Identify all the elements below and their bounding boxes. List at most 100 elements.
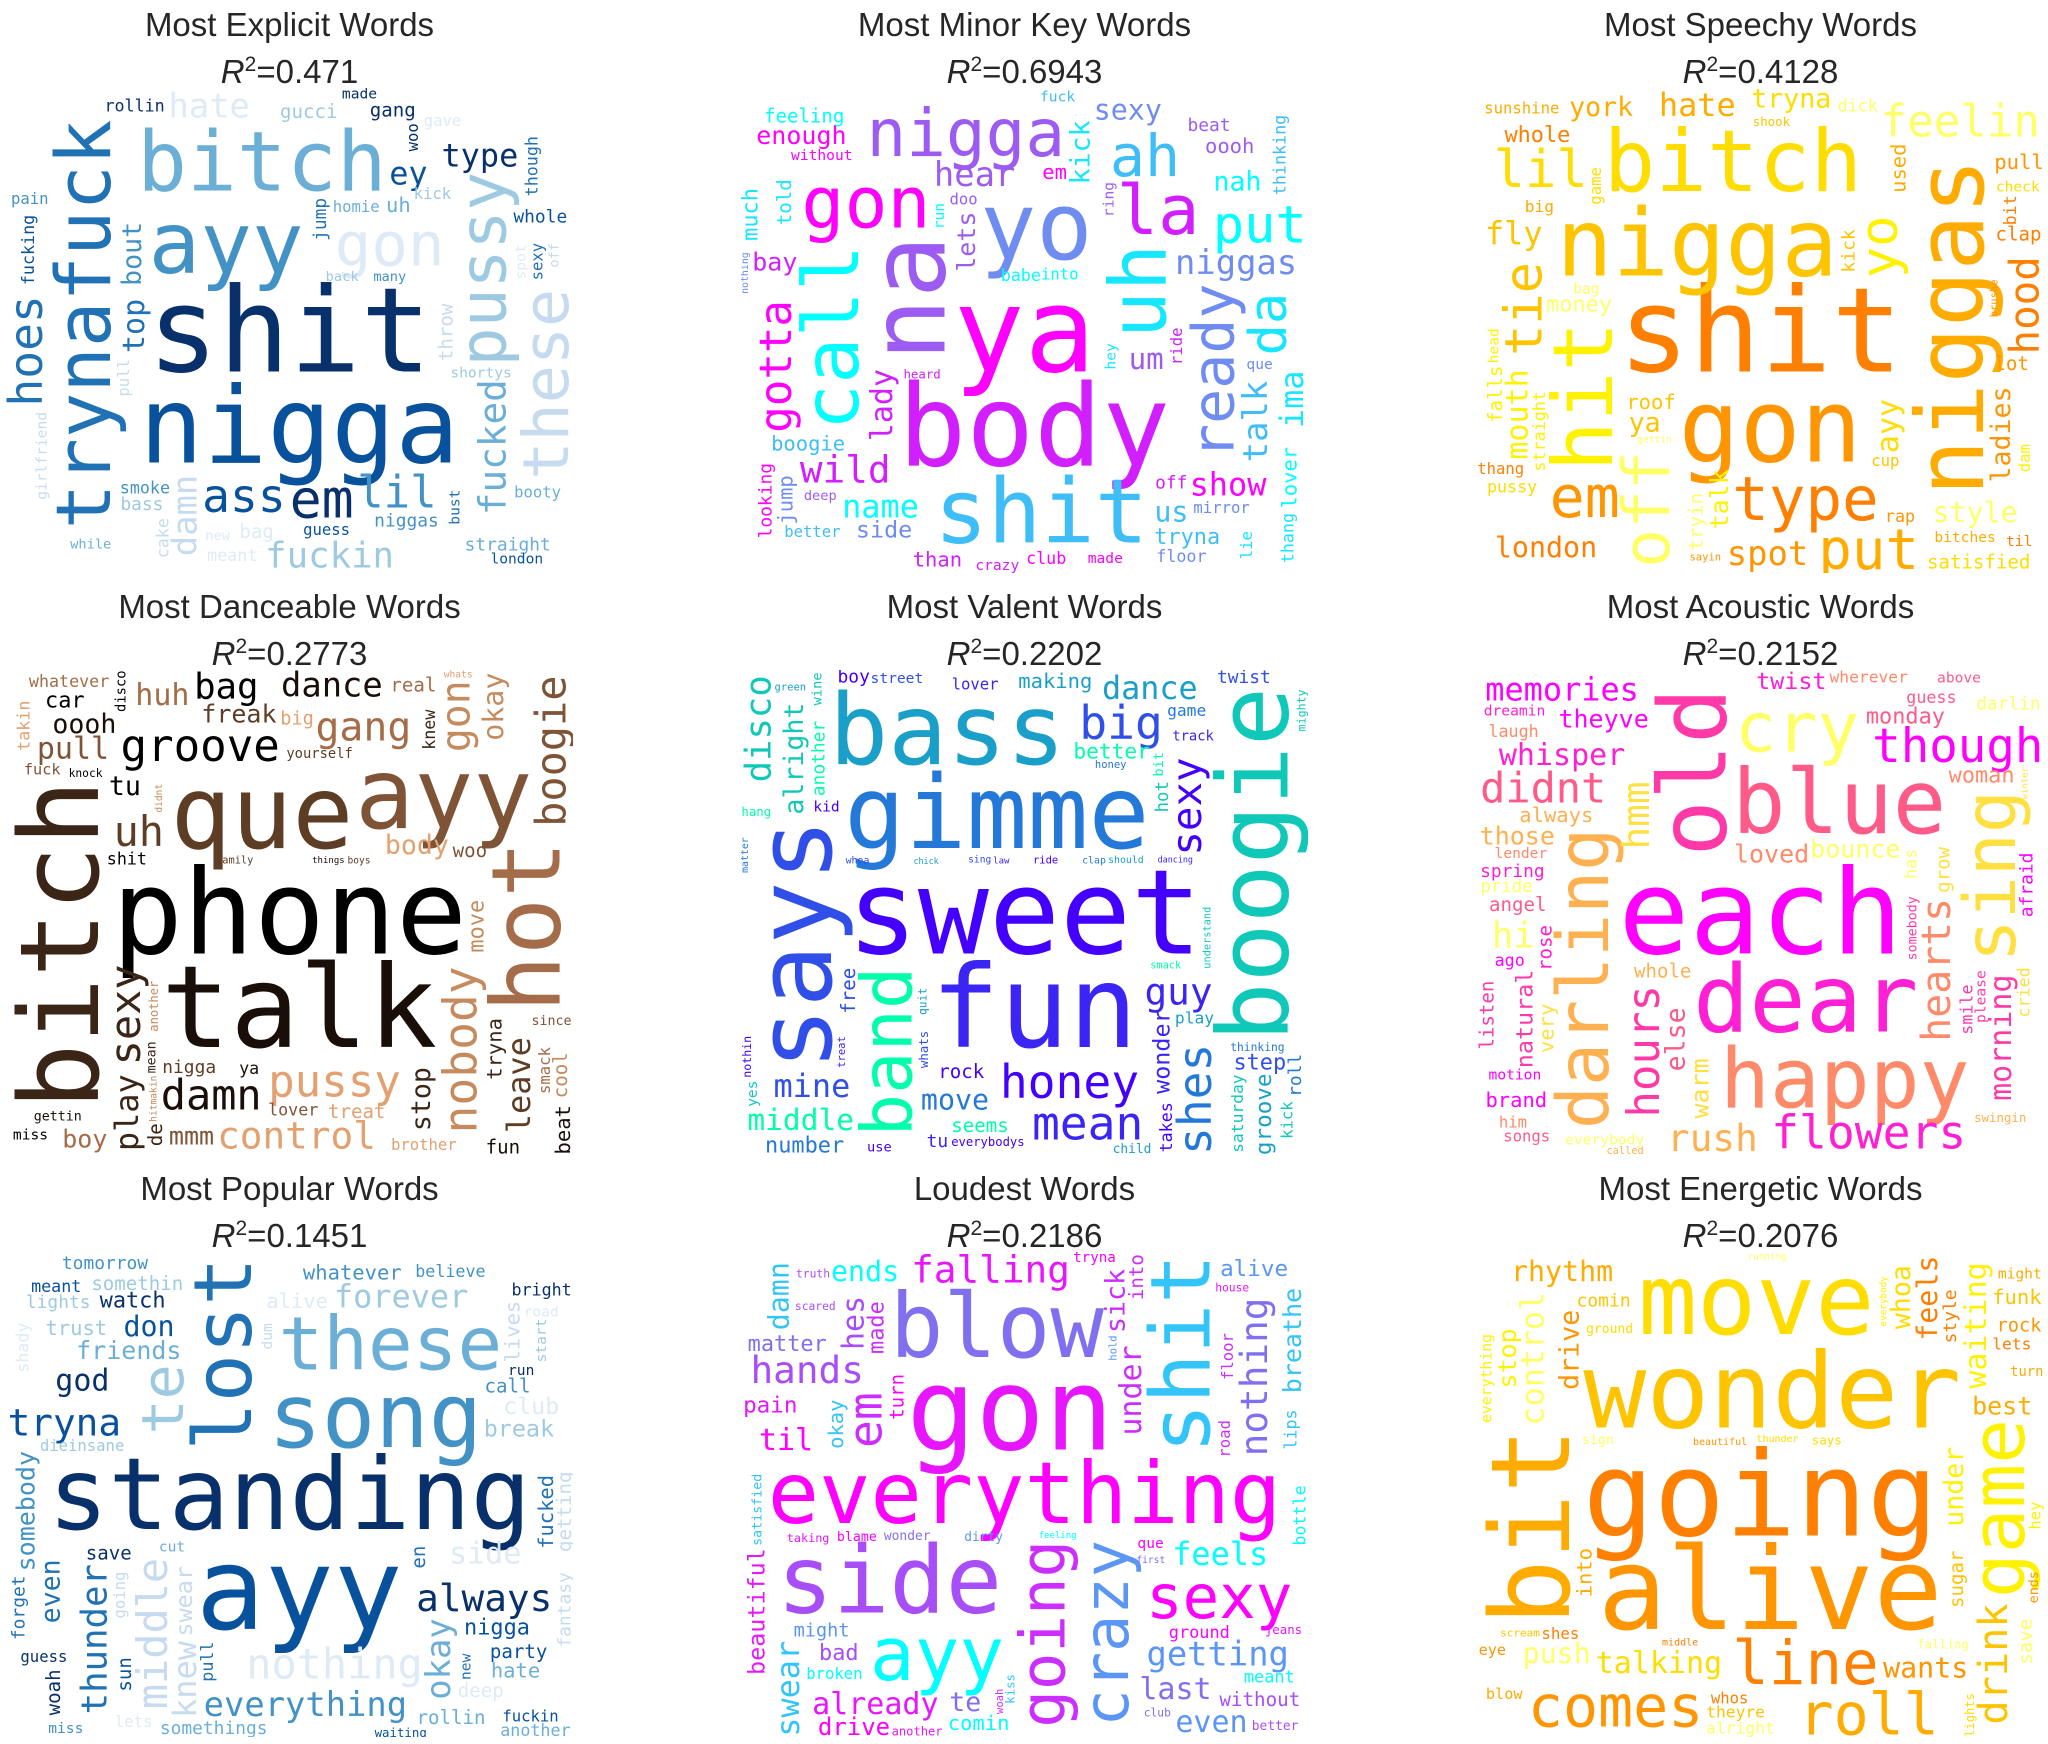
cloud-word: much xyxy=(741,188,763,241)
cloud-word: brand xyxy=(1485,1088,1547,1112)
cloud-word: lie xyxy=(1238,531,1256,559)
cloud-word: nah xyxy=(1213,166,1261,197)
cloud-word: off xyxy=(1610,451,1685,568)
cloud-word: okay xyxy=(477,673,510,741)
cloud-word: shes xyxy=(1541,1624,1579,1643)
cloud-word: ayy xyxy=(870,1611,1004,1698)
cloud-word: sick xyxy=(1101,1269,1132,1333)
cloud-word: whoa xyxy=(846,856,870,867)
cloud-word: new xyxy=(205,528,230,544)
cloud-word: guy xyxy=(1144,969,1212,1013)
cloud-word: beat xyxy=(1187,115,1230,136)
cloud-word: crazy xyxy=(1070,1540,1143,1727)
cloud-word: dirty xyxy=(964,1530,1003,1545)
cloud-word: alive xyxy=(266,1289,328,1313)
cloud-word: shit xyxy=(1618,262,1902,400)
cloud-word: jump xyxy=(310,198,331,241)
cloud-word: mmm xyxy=(169,1121,214,1150)
cloud-word: kiss xyxy=(1003,1674,1018,1704)
cloud-word: sing xyxy=(1949,790,2032,962)
cloud-word: smoke xyxy=(120,477,170,497)
cloud-word: bit xyxy=(1477,1428,1595,1626)
cloud-word: seems xyxy=(951,1114,1008,1137)
cloud-word: grow xyxy=(1932,846,1955,892)
cloud-word: head xyxy=(1485,328,1502,363)
cloud-word: better xyxy=(1252,1719,1299,1734)
cloud-word: drive xyxy=(818,1713,890,1737)
cloud-word: matter xyxy=(748,1332,827,1357)
cloud-word: wants xyxy=(1883,1652,1968,1685)
cloud-word: lets xyxy=(1992,1334,2031,1353)
cloud-word: woman xyxy=(1949,764,2015,789)
cloud-word: blue xyxy=(1732,750,1946,854)
cloud-word: ground xyxy=(1586,1322,1633,1337)
cloud-word: another xyxy=(809,721,830,797)
cloud-word: might xyxy=(1998,1265,2042,1282)
cloud-word: talking xyxy=(1596,1646,1722,1681)
cloud-word: ya xyxy=(239,1058,259,1078)
cloud-word: doo xyxy=(950,191,978,209)
cloud-word: motion xyxy=(1489,1067,1542,1084)
cloud-word: check xyxy=(1996,178,2040,195)
cloud-word: que xyxy=(170,754,353,872)
cloud-word: bitch xyxy=(1604,112,1863,212)
cloud-word: gon xyxy=(907,1345,1114,1478)
cloud-word: hate xyxy=(491,1658,540,1682)
cloud-word: boogie xyxy=(771,431,845,455)
cloud-word: believe xyxy=(415,1261,485,1281)
cloud-word: stop xyxy=(1493,1328,1522,1388)
cloud-word: freak xyxy=(201,699,276,728)
cloud-word: family xyxy=(216,855,253,867)
cloud-word: jeans xyxy=(1265,1622,1302,1637)
cloud-word: em xyxy=(839,1392,893,1448)
r2-label: R2=0.2076 xyxy=(1682,1217,1839,1254)
cloud-word: tryna xyxy=(1073,1252,1116,1266)
cloud-word: very xyxy=(1534,1004,1558,1053)
r2-value: 0.2773 xyxy=(266,635,368,672)
cloud-word: que xyxy=(1137,1535,1163,1552)
cloud-word: run xyxy=(508,1362,534,1379)
cloud-word: nobody xyxy=(434,966,488,1133)
cloud-word: even xyxy=(35,1559,66,1623)
cloud-word: above xyxy=(1937,670,1981,687)
cloud-word: fuck xyxy=(24,761,61,779)
cloud-word: dancing xyxy=(1158,855,1193,865)
cloud-word: boogie xyxy=(1197,687,1308,1042)
cloud-word: ground xyxy=(1169,1622,1230,1642)
cloud-word: niggas xyxy=(374,511,439,532)
cloud-word: use xyxy=(867,1139,892,1155)
cloud-word: lover xyxy=(268,1100,318,1120)
cloud-word: friends xyxy=(76,1336,181,1365)
cloud-word: line xyxy=(1732,1629,1878,1699)
cloud-word: guess xyxy=(20,1648,67,1666)
cloud-word: lender xyxy=(1495,845,1548,862)
cloud-word: tomorrow xyxy=(62,1253,148,1274)
cloud-word: hearts xyxy=(1914,898,1960,1042)
cloud-word: ayy xyxy=(1871,399,1906,453)
cloud-word: put xyxy=(1213,196,1307,256)
cloud-word: de xyxy=(144,1123,167,1146)
cloud-word: hitmakin xyxy=(148,1076,159,1122)
cloud-word: talk xyxy=(161,942,437,1075)
cloud-word: hey xyxy=(2026,1501,2044,1529)
cloud-word: te xyxy=(129,1364,197,1434)
cloud-word: em xyxy=(290,468,354,530)
cloud-word: girlfriend xyxy=(33,412,50,500)
cloud-word: gettin xyxy=(1637,435,1672,446)
cloud-word: boy xyxy=(838,670,871,688)
cloud-word: floor xyxy=(1219,1333,1237,1380)
cloud-word: beautiful xyxy=(1693,1437,1747,1448)
cloud-word: feels xyxy=(1172,1535,1268,1573)
cloud-word: run xyxy=(931,203,948,229)
cloud-word: gimme xyxy=(844,754,1149,872)
cloud-word: body xyxy=(385,830,449,861)
cloud-word: tu xyxy=(109,771,141,802)
cloud-word: shook xyxy=(1753,114,1791,129)
cloud-word: tryna xyxy=(1751,88,1831,115)
cloud-word: running xyxy=(1748,1252,1787,1263)
cloud-word: trynafuck xyxy=(40,120,128,530)
cloud-word: since xyxy=(531,1014,571,1029)
cloud-word: call xyxy=(485,1375,531,1398)
